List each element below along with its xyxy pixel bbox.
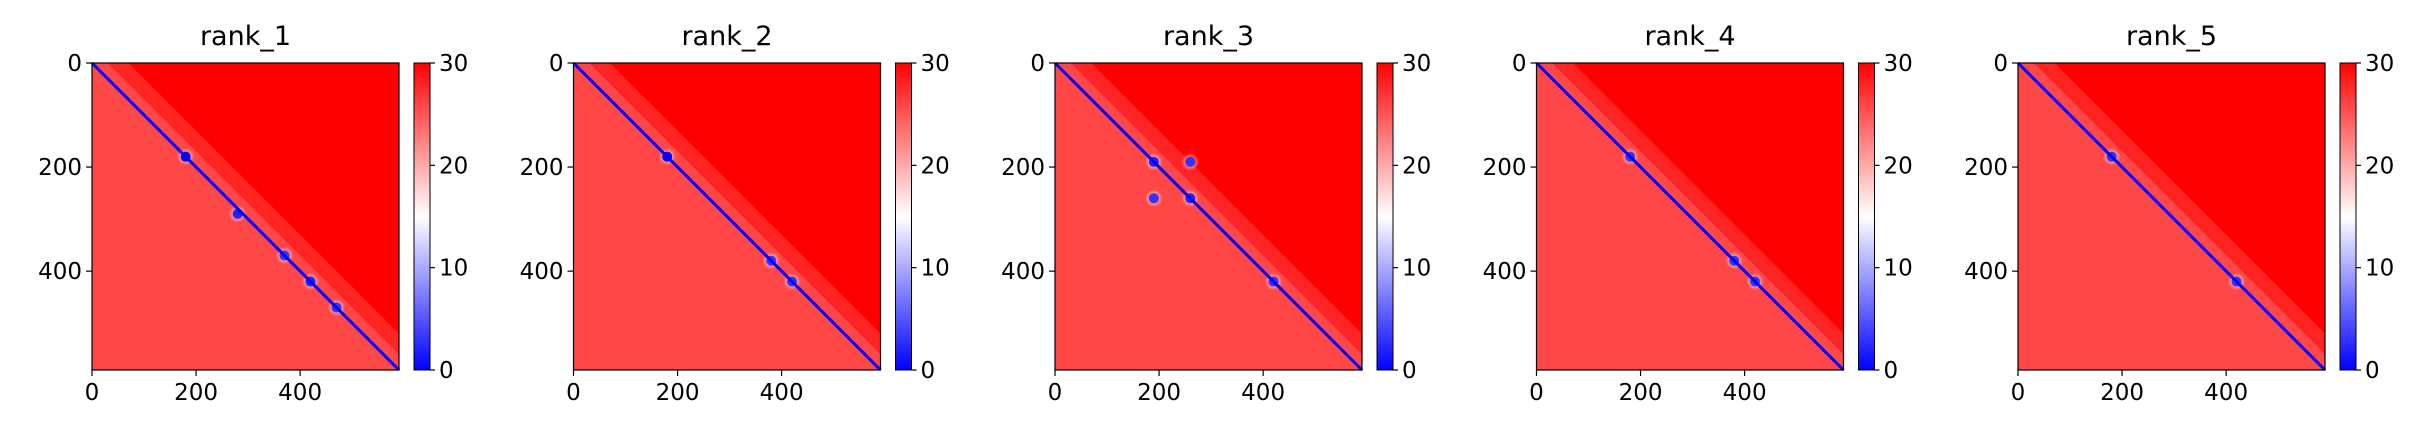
axes-frame: [91, 62, 400, 371]
chart-title: rank_3: [1163, 21, 1254, 52]
axes-frame: [1054, 62, 1363, 371]
y-tick-label: 400: [1483, 259, 1527, 285]
colorbar-tick-label: 30: [439, 51, 468, 77]
x-tick-label: 200: [2100, 380, 2144, 406]
colorbar-tick-label: 30: [1402, 51, 1431, 77]
colorbar-tick-label: 0: [1402, 358, 1417, 384]
colorbar-tick-label: 0: [921, 358, 936, 384]
axes-frame: [1535, 62, 1845, 371]
colorbar-tick-label: 10: [1402, 256, 1431, 282]
x-tick-label: 200: [656, 380, 700, 406]
x-tick-label: 0: [1048, 380, 1063, 406]
diagonal-line: [90, 61, 401, 372]
colorbar: [2339, 62, 2357, 371]
diagonal-line: [1053, 61, 1364, 372]
colorbar-tick-label: 20: [2365, 153, 2394, 179]
feature-cell: [1148, 193, 1159, 204]
feature-cell: [1185, 156, 1196, 167]
y-tick-label: 200: [1001, 155, 1045, 181]
y-tick-label: 400: [1001, 259, 1045, 285]
colorbar-tick-label: 10: [921, 256, 950, 282]
chart-title: rank_2: [681, 21, 772, 52]
y-tick-label: 0: [1993, 51, 2008, 77]
axes-frame: [572, 62, 882, 371]
colorbar-tick-label: 20: [1884, 153, 1913, 179]
y-tick-label: 0: [67, 51, 82, 77]
colorbar: [895, 62, 912, 371]
x-tick-label: 0: [2011, 380, 2026, 406]
x-tick-label: 0: [566, 380, 581, 406]
colorbar: [1376, 62, 1394, 371]
chart-title: rank_5: [2126, 21, 2217, 52]
colorbar-tick-label: 0: [439, 358, 454, 384]
panel-4: rank_4 0 200 400 0 200 400 0 10 20 30: [1483, 21, 1913, 406]
colorbar-tick-label: 10: [2365, 256, 2394, 282]
colorbar-tick-label: 20: [1402, 153, 1431, 179]
colorbar-tick-label: 30: [921, 51, 950, 77]
colorbar-tick-label: 30: [2365, 51, 2394, 77]
x-tick-label: 0: [85, 380, 100, 406]
panel-1: rank_1 0 200 400 0 200 400 0 10 20 30: [38, 21, 468, 406]
x-tick-label: 400: [760, 380, 804, 406]
y-tick-label: 400: [38, 259, 82, 285]
x-tick-label: 0: [1529, 380, 1544, 406]
colorbar-tick-label: 10: [1884, 256, 1913, 282]
panel-2: rank_2 0 200 400 0 200 400 0 10 20 30: [520, 21, 950, 406]
diagonal-line: [572, 61, 882, 372]
colorbar-tick-label: 30: [1884, 51, 1913, 77]
chart-title: rank_1: [200, 21, 291, 52]
colorbar: [413, 62, 431, 371]
y-tick-label: 0: [549, 51, 564, 77]
panel-3: rank_3 0 200 400 0 200 400 0 10 20 30: [1001, 21, 1431, 406]
x-tick-label: 400: [278, 380, 322, 406]
x-tick-label: 200: [1137, 380, 1181, 406]
y-tick-label: 0: [1030, 51, 1045, 77]
chart-title: rank_4: [1644, 21, 1735, 52]
diagonal-line: [2016, 61, 2327, 372]
colorbar-tick-label: 20: [439, 153, 468, 179]
y-tick-label: 200: [38, 155, 82, 181]
y-tick-label: 0: [1512, 51, 1527, 77]
y-tick-label: 200: [1964, 155, 2008, 181]
y-tick-label: 200: [1483, 155, 1527, 181]
axes-frame: [2017, 62, 2326, 371]
colorbar-tick-label: 0: [1884, 358, 1899, 384]
y-tick-label: 400: [1964, 259, 2008, 285]
y-tick-label: 400: [520, 259, 564, 285]
colorbar-tick-label: 20: [921, 153, 950, 179]
diagonal-line: [1535, 61, 1845, 372]
x-tick-label: 200: [174, 380, 218, 406]
colorbar-tick-label: 0: [2365, 358, 2380, 384]
x-tick-label: 400: [1241, 380, 1285, 406]
x-tick-label: 200: [1619, 380, 1663, 406]
colorbar: [1858, 62, 1875, 371]
colorbar-tick-label: 10: [439, 256, 468, 282]
x-tick-label: 400: [2204, 380, 2248, 406]
x-tick-label: 400: [1723, 380, 1767, 406]
y-tick-label: 200: [520, 155, 564, 181]
panel-5: rank_5 0 200 400 0 200 400 0 10 20 30: [1964, 21, 2394, 406]
